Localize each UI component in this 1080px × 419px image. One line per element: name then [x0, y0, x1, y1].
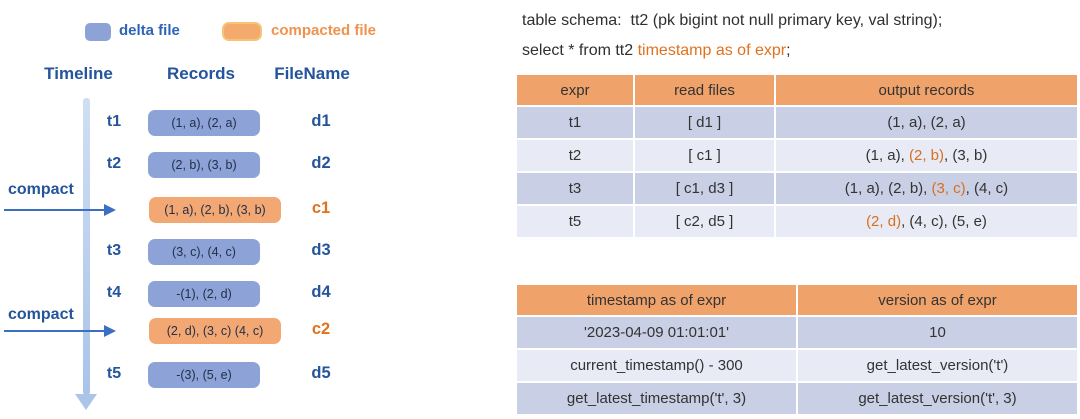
cell-timestamp-expr: current_timestamp() - 300 [515, 348, 798, 383]
timeline-arrow-icon [75, 394, 97, 410]
cell-read-files: [ c1, d3 ] [633, 171, 776, 206]
table-row: current_timestamp() - 300 get_latest_ver… [515, 348, 1079, 383]
delta-file-swatch-icon [85, 23, 111, 41]
timeline-tick-t1: t1 [106, 113, 122, 130]
cell-version-expr: get_latest_version('t') [796, 348, 1079, 383]
cell-expr: t5 [515, 204, 635, 239]
timeline-tick-t3: t3 [106, 242, 122, 259]
compacted-file-box-c1: (1, a), (2, b), (3, b) [149, 197, 281, 223]
table-row: get_latest_timestamp('t', 3) get_latest_… [515, 381, 1079, 416]
compacted-file-swatch-icon [222, 22, 262, 41]
delta-file-box-d5: -(3), (5, e) [148, 362, 260, 388]
delta-file-box-d3: (3, c), (4, c) [148, 239, 260, 265]
compacted-file-box-c2: (2, d), (3, c) (4, c) [149, 318, 281, 344]
table-row: '2023-04-09 01:01:01' 10 [515, 315, 1079, 350]
table-row: t5 [ c2, d5 ] (2, d), (4, c), (5, e) [515, 204, 1079, 239]
file-name-d4: d4 [311, 283, 331, 301]
cell-expr: t1 [515, 105, 635, 140]
file-name-d1: d1 [311, 112, 331, 130]
compact-label-1: compact [8, 181, 74, 198]
timeline-tick-t5: t5 [106, 365, 122, 382]
header-output-records: output records [774, 73, 1079, 107]
cell-version-expr: get_latest_version('t', 3) [796, 381, 1079, 416]
file-name-d5: d5 [311, 364, 331, 382]
compact-arrow-2 [4, 330, 105, 332]
header-timestamp-expr: timestamp as of expr [515, 283, 798, 317]
compact-arrowhead-1-icon [104, 204, 116, 216]
compact-arrow-1 [4, 209, 105, 211]
compacted-file-legend-label: compacted file [271, 22, 377, 39]
compact-arrowhead-2-icon [104, 325, 116, 337]
cell-output-records: (1, a), (2, b), (3, c), (4, c) [774, 171, 1079, 206]
delta-file-legend-label: delta file [119, 22, 180, 39]
header-version-expr: version as of expr [796, 283, 1079, 317]
table-header-row: timestamp as of expr version as of expr [515, 283, 1079, 317]
cell-output-records: (1, a), (2, b), (3, b) [774, 138, 1079, 173]
timeline-column-header: Timeline [44, 64, 113, 83]
cell-expr: t3 [515, 171, 635, 206]
table-row: t2 [ c1 ] (1, a), (2, b), (3, b) [515, 138, 1079, 173]
timeline-bar [83, 98, 90, 395]
cell-timestamp-expr: get_latest_timestamp('t', 3) [515, 381, 798, 416]
select-query-pre: select * from tt2 [522, 42, 638, 59]
cell-expr: t2 [515, 138, 635, 173]
cell-version-expr: 10 [796, 315, 1079, 350]
file-name-c2: c2 [311, 320, 331, 338]
file-name-d2: d2 [311, 154, 331, 172]
select-query-line: select * from tt2 timestamp as of expr; [522, 42, 791, 60]
query-results-table: expr read files output records t1 [ d1 ]… [515, 73, 1079, 239]
header-expr: expr [515, 73, 635, 107]
table-schema-line: table schema: tt2 (pk bigint not null pr… [522, 12, 943, 29]
cell-timestamp-expr: '2023-04-09 01:01:01' [515, 315, 798, 350]
timeline-tick-t2: t2 [106, 155, 122, 172]
cell-read-files: [ d1 ] [633, 105, 776, 140]
cell-read-files: [ c2, d5 ] [633, 204, 776, 239]
file-name-d3: d3 [311, 241, 331, 259]
header-read-files: read files [633, 73, 776, 107]
delta-file-box-d2: (2, b), (3, b) [148, 152, 260, 178]
delta-file-box-d1: (1, a), (2, a) [148, 110, 260, 136]
timeline-tick-t4: t4 [106, 284, 122, 301]
cell-output-records: (1, a), (2, a) [774, 105, 1079, 140]
select-query-post: ; [786, 42, 791, 59]
table-row: t1 [ d1 ] (1, a), (2, a) [515, 105, 1079, 140]
records-column-header: Records [166, 64, 236, 83]
table-header-row: expr read files output records [515, 73, 1079, 107]
compact-label-2: compact [8, 306, 74, 323]
cell-output-records: (2, d), (4, c), (5, e) [774, 204, 1079, 239]
table-row: t3 [ c1, d3 ] (1, a), (2, b), (3, c), (4… [515, 171, 1079, 206]
select-query-highlight: timestamp as of expr [637, 42, 787, 59]
file-name-c1: c1 [311, 199, 331, 217]
cell-read-files: [ c1 ] [633, 138, 776, 173]
filename-column-header: FileName [274, 64, 350, 83]
expr-variants-table: timestamp as of expr version as of expr … [515, 283, 1079, 416]
delta-file-box-d4: -(1), (2, d) [148, 281, 260, 307]
